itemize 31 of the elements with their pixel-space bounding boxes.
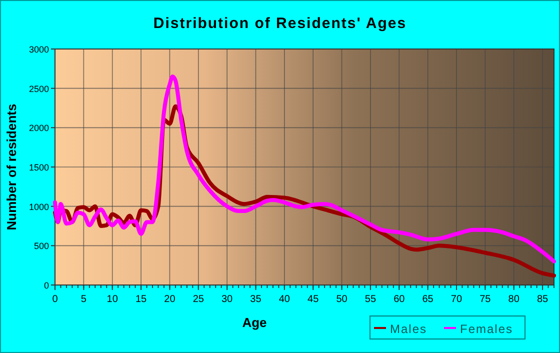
x-tick-label: 5: [80, 294, 87, 305]
x-tick-label: 60: [394, 294, 406, 305]
x-tick-label: 85: [536, 294, 549, 305]
x-tick-label: 15: [135, 294, 148, 305]
x-tick-label: 75: [480, 294, 492, 305]
y-tick-label: 1500: [28, 162, 49, 172]
x-tick-label: 80: [508, 294, 520, 305]
x-axis-title: Age: [242, 315, 267, 330]
x-tick-label: 45: [308, 294, 320, 305]
x-tick-label: 0: [52, 294, 58, 305]
x-tick-label: 65: [422, 294, 434, 305]
legend-label: Females: [460, 322, 514, 336]
x-tick-label: 25: [192, 294, 204, 305]
x-tick-label: 50: [336, 294, 348, 305]
y-tick-label: 1000: [28, 202, 49, 212]
x-tick-label: 35: [250, 294, 262, 305]
x-tick-label: 55: [364, 294, 376, 305]
y-tick-label: 2500: [28, 84, 49, 94]
y-tick-label: 3000: [28, 44, 49, 54]
x-tick-label: 40: [278, 294, 290, 305]
line-series: [53, 74, 556, 264]
y-tick-label: 0: [44, 280, 49, 290]
y-tick-label: 500: [34, 241, 49, 252]
x-tick-label: 70: [450, 294, 462, 305]
y-axis-title: Number of residents: [4, 104, 19, 230]
y-tick-label: 2000: [28, 123, 49, 134]
x-tick-label: 10: [106, 294, 118, 305]
chart-title: Distribution of Residents' Ages: [153, 15, 407, 32]
x-tick-label: 30: [222, 294, 234, 305]
legend-label: Males: [390, 322, 428, 336]
x-tick-label: 20: [164, 294, 176, 305]
